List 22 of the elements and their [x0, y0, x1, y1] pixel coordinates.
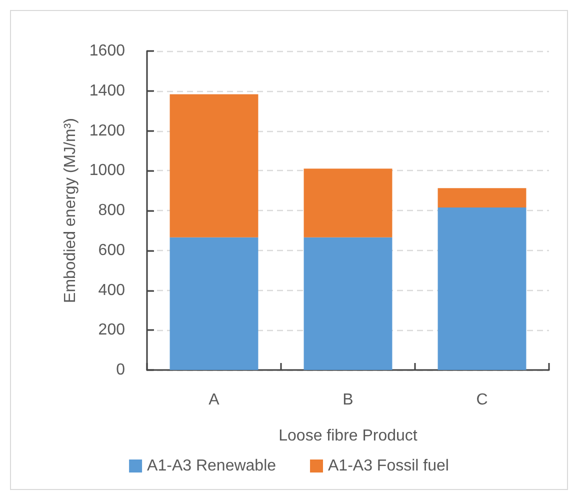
y-tick-label: 0: [116, 362, 126, 378]
bar: [170, 237, 258, 370]
y-tick-label: 1400: [89, 82, 126, 100]
x-tick-label: A: [208, 392, 220, 408]
bar: [438, 208, 526, 370]
bar: [304, 237, 392, 370]
y-tick-label: 600: [98, 242, 126, 259]
y-tick-label: 400: [98, 282, 126, 299]
y-tick-label: 200: [98, 322, 126, 339]
x-tick-label: B: [342, 392, 354, 408]
y-tick-label: 1200: [89, 122, 126, 140]
legend-label: A1-A3 Fossil fuel: [328, 458, 449, 474]
x-axis-title: Loose fibre Product: [278, 428, 418, 444]
y-axis-title: Embodied energy (MJ/m³): [62, 118, 80, 303]
y-tick-label: 1000: [89, 162, 126, 180]
y-tick-label: 800: [98, 202, 126, 219]
legend-label: A1-A3 Renewable: [147, 458, 276, 474]
bar: [438, 188, 526, 208]
bar: [170, 94, 258, 238]
bar: [304, 168, 392, 238]
x-tick-label: C: [476, 392, 488, 408]
y-tick-label: 1600: [89, 42, 126, 60]
